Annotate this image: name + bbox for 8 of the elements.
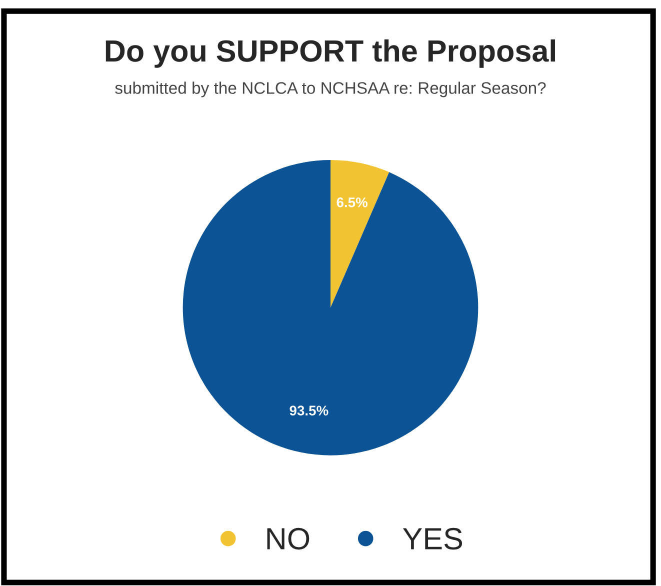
pie-slice: [182, 160, 478, 456]
pie-slice: [330, 160, 390, 308]
data-label: 93.5%: [290, 406, 328, 416]
chart-subtitle: submitted by the NCLCA to NCHSAA re: Regular Season?: [115, 82, 546, 98]
chart-title: Do you SUPPORT the Proposal: [106, 39, 555, 68]
legend-label: YES: [402, 528, 462, 550]
legend-label: NO: [267, 528, 310, 550]
data-label: 6.5%: [336, 197, 368, 208]
